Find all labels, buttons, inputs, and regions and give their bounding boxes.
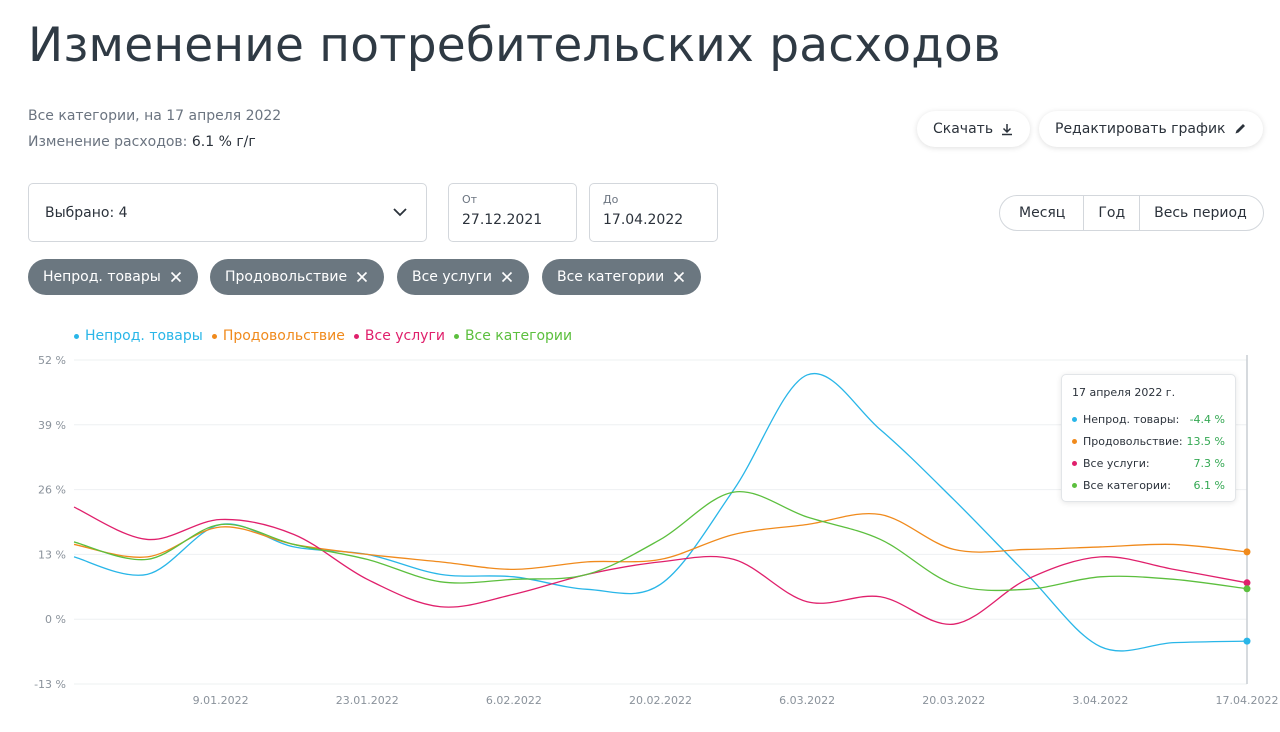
tooltip-value: 6.1 % [1193,478,1225,492]
download-label: Скачать [933,121,994,137]
tooltip-row: Все услуги: 7.3 % [1072,452,1225,474]
tooltip-dot [1072,460,1077,466]
change-value: 6.1 % г/г [191,134,256,150]
period-year[interactable]: Год [1083,196,1139,230]
series-line [73,506,1248,625]
legend-item-nonfood[interactable]: Непрод. товары [74,328,203,344]
chip-label: Продовольствие [225,269,348,285]
date-from-label: От [462,193,478,206]
period-all[interactable]: Весь период [1139,196,1263,230]
chip-all[interactable]: Все категории [542,259,702,295]
period-switch: Месяц Год Весь период [999,195,1264,231]
x-tick-label: 6.03.2022 [779,694,835,707]
chevron-down-icon [392,205,408,221]
y-tick-label: 52 % [38,354,66,367]
x-tick-label: 17.04.2022 [1216,694,1279,707]
page-subtitle: Все категории, на 17 апреля 2022 [28,108,282,124]
chip-food[interactable]: Продовольствие [210,259,385,295]
legend-label: Все услуги [364,328,445,344]
y-tick-label: -13 % [34,678,66,691]
tooltip-row: Все категории: 6.1 % [1072,474,1225,496]
tooltip-dot [1072,482,1077,488]
pencil-icon [1233,122,1247,136]
y-tick-label: 39 % [38,419,66,432]
edit-chart-label: Редактировать график [1055,121,1226,137]
legend-dot [74,333,79,339]
edit-chart-button[interactable]: Редактировать график [1039,111,1263,147]
change-summary: Изменение расходов: 6.1 % г/г [28,134,256,150]
legend-label: Продовольствие [222,328,345,344]
tooltip-name: Продовольствие: [1083,434,1183,448]
date-to-field[interactable]: До 17.04.2022 [589,183,718,242]
legend-dot [353,333,359,339]
tooltip-date: 17 апреля 2022 г. [1072,386,1176,399]
page-title: Изменение потребительских расходов [28,18,1001,73]
change-label: Изменение расходов: [28,134,188,150]
series-end-point [1243,585,1251,593]
series-line [73,513,1248,571]
tooltip-name: Все категории: [1083,478,1171,492]
chip-label: Непрод. товары [43,269,161,285]
x-tick-label: 23.01.2022 [336,694,399,707]
x-tick-label: 9.01.2022 [193,694,249,707]
x-tick-label: 3.04.2022 [1072,694,1128,707]
y-tick-label: 13 % [38,548,66,561]
chart-legend: Непрод. товары Продовольствие Все услуги… [74,328,581,344]
tooltip-row: Продовольствие: 13.5 % [1072,430,1225,452]
chip-label: Все категории [557,269,665,285]
tooltip-name: Все услуги: [1083,456,1150,470]
tooltip-value: -4.4 % [1189,412,1225,426]
y-tick-label: 0 % [45,613,66,626]
download-button[interactable]: Скачать [917,111,1031,147]
x-tick-label: 20.03.2022 [922,694,985,707]
close-icon[interactable] [356,271,368,283]
date-from-value: 27.12.2021 [462,212,543,228]
category-select[interactable]: Выбрано: 4 [28,183,427,242]
close-icon[interactable] [170,271,182,283]
tooltip-dot [1072,416,1077,422]
date-to-label: До [603,193,619,206]
close-icon[interactable] [673,271,685,283]
series-line [73,372,1248,652]
legend-item-services[interactable]: Все услуги [353,328,445,344]
series-line [73,491,1248,592]
x-tick-label: 6.02.2022 [486,694,542,707]
series-end-point [1243,579,1251,587]
legend-label: Все категории [464,328,573,344]
chip-label: Все услуги [412,269,493,285]
close-icon[interactable] [501,271,513,283]
download-icon [1000,122,1014,136]
chip-services[interactable]: Все услуги [397,259,530,295]
line-chart: 52 % 39 % 26 % 13 % 0 % -13 % 9.01.2022 23.01.2… [34,354,1279,707]
date-to-value: 17.04.2022 [603,212,684,228]
chip-nonfood[interactable]: Непрод. товары [28,259,198,295]
legend-dot [453,333,459,339]
tooltip-value: 13.5 % [1186,434,1225,448]
chart-tooltip: 17 апреля 2022 г. Непрод. товары: -4.4 % … [1061,374,1236,502]
tooltip-row: Непрод. товары: -4.4 % [1072,408,1225,430]
legend-label: Непрод. товары [85,328,203,344]
tooltip-value: 7.3 % [1193,456,1225,470]
x-tick-label: 20.02.2022 [629,694,692,707]
tooltip-name: Непрод. товары: [1083,412,1180,426]
legend-item-food[interactable]: Продовольствие [211,328,345,344]
y-tick-label: 26 % [38,484,66,497]
legend-item-all[interactable]: Все категории [453,328,573,344]
category-select-value: Выбрано: 4 [45,204,128,221]
series-end-point [1243,548,1251,556]
tooltip-dot [1072,438,1077,444]
legend-dot [211,333,217,339]
period-month[interactable]: Месяц [1019,205,1066,221]
series-end-point [1243,637,1251,645]
date-from-field[interactable]: От 27.12.2021 [448,183,577,242]
